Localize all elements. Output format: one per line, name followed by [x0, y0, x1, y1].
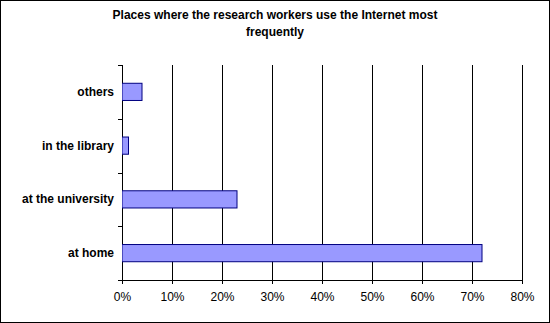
x-tick-label: 30% — [260, 290, 284, 304]
plot-area — [122, 65, 522, 280]
x-axis-range — [123, 280, 523, 281]
y-tick — [118, 280, 122, 281]
category-label: in the library — [42, 139, 114, 153]
bar — [122, 83, 142, 100]
category-label: at the university — [22, 192, 114, 206]
y-tick — [118, 173, 122, 174]
title: Places where the research workers use th… — [113, 8, 438, 39]
y-tick — [118, 119, 122, 120]
x-tick-label: 60% — [410, 290, 434, 304]
chart: Places where the research workers use th… — [0, 0, 550, 323]
grid-line — [522, 65, 523, 280]
category-label: others — [77, 85, 114, 99]
x-tick-label: 20% — [210, 290, 234, 304]
x-tick-label: 50% — [360, 290, 384, 304]
y-tick — [118, 226, 122, 227]
chart-frame — [1, 1, 550, 323]
bar — [122, 245, 482, 262]
x-tick-label: 70% — [460, 290, 484, 304]
title-line: Places where the research workers use th… — [113, 8, 438, 22]
x-tick-label: 10% — [160, 290, 184, 304]
category-label: at home — [68, 246, 114, 260]
x-tick-label: 0% — [114, 290, 132, 304]
bars — [122, 83, 482, 261]
bar — [122, 191, 237, 208]
bar — [122, 137, 129, 154]
x-tick-label: 80% — [510, 290, 534, 304]
x-tick-label: 40% — [310, 290, 334, 304]
x-axis — [122, 280, 522, 281]
title-line: frequently — [246, 25, 304, 39]
y-tick — [118, 65, 122, 66]
